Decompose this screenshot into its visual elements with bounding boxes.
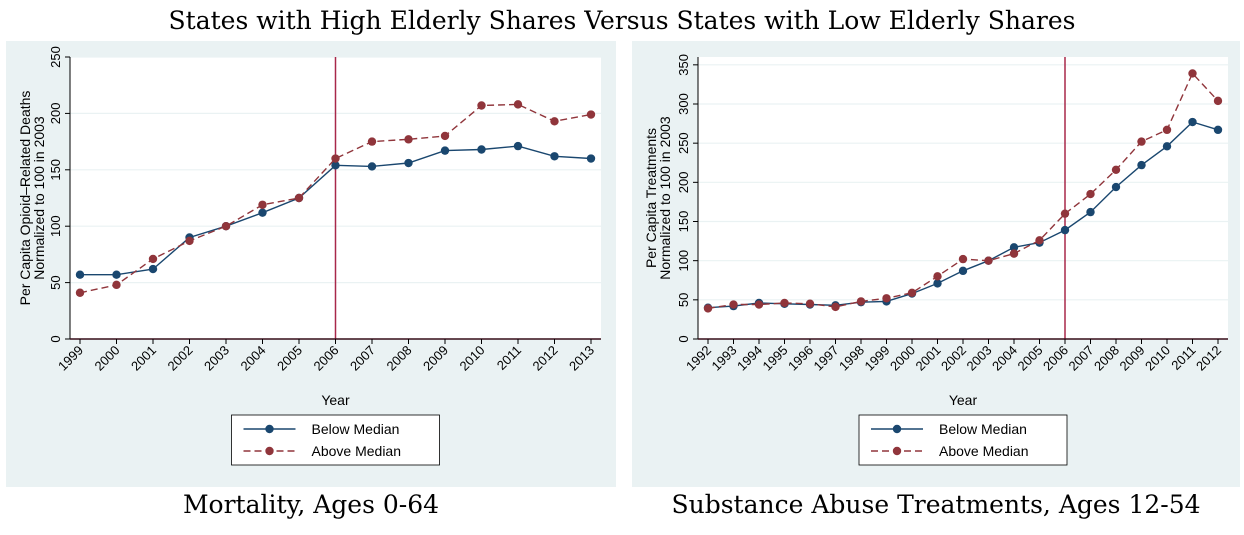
data-point-above-median [831,302,840,312]
legend-box [231,414,440,466]
data-point-below-median [440,146,450,155]
legend-marker [892,446,902,456]
data-point-above-median [1009,249,1019,258]
legend-label: Above Median [312,443,402,459]
y-tick-label: 250 [48,46,63,68]
data-point-below-median [1009,243,1019,252]
data-point-above-median [367,137,377,146]
data-point-above-median [586,110,596,119]
y-tick-label: 150 [676,211,691,233]
data-point-above-median [1213,96,1223,106]
data-point-below-median [477,145,486,154]
y-tick-label: 100 [676,250,691,272]
legend-marker [265,446,274,456]
chart-panel-treatments: 0 50 100 150 200 250 300 350 1992 1993 1994 1995 199… [632,41,1240,487]
data-point-above-median [754,300,764,309]
mortality-caption: Mortality, Ages 0-64 [182,490,440,519]
treatments-chart: 0501001502002503003501992199319941995199… [632,41,1240,487]
data-point-below-median [75,270,85,279]
data-point-above-median [148,254,158,264]
x-axis-title: Year [949,392,978,408]
y-tick-label: 100 [48,215,63,237]
data-point-below-median [1086,207,1095,217]
data-point-below-median [1060,225,1070,235]
data-point-below-median [112,270,121,279]
legend-marker [892,424,902,434]
data-point-below-median [1137,160,1146,170]
plot-area [698,57,1228,339]
data-point-above-median [780,298,789,308]
data-point-above-median [550,117,559,126]
data-point-below-median [258,208,267,217]
data-point-below-median [513,141,523,151]
data-point-below-median [1111,182,1121,192]
y-axis-title-line: Per Capita Treatments [643,128,659,268]
data-point-above-median [805,299,815,308]
data-point-above-median [440,131,450,141]
data-point-above-median [1035,236,1044,245]
y-axis-title-line: Normalized to 100 in 2003 [31,116,47,280]
y-axis-title-line: Per Capita Opioid–Related Deaths [17,91,33,306]
data-point-below-median [404,158,413,168]
data-point-above-median [729,300,738,309]
y-tick-label: 50 [676,293,691,307]
x-axis-title: Year [321,392,350,408]
data-point-above-median [1188,69,1197,78]
y-tick-label: 0 [676,335,691,342]
data-point-above-median [331,154,340,163]
data-point-above-median [1086,189,1095,199]
data-point-above-median [958,254,968,264]
y-tick-label: 300 [676,93,691,115]
data-point-above-median [984,256,993,265]
data-point-below-median [550,152,559,161]
y-tick-label: 0 [48,335,63,342]
data-point-above-median [907,288,917,297]
legend-label: Below Median [312,421,400,437]
data-point-above-median [112,280,121,290]
data-point-above-median [1060,209,1070,218]
y-axis-title-line: Normalized to 100 in 2003 [657,116,673,280]
data-point-below-median [1213,125,1223,135]
legend-marker [265,424,274,434]
data-point-below-median [148,264,158,274]
legend-label: Above Median [939,443,1029,459]
chart-panel-mortality: 0 50 100 150 200 250 1999 2000 2001 2002 2003 2004 2… [6,41,616,487]
data-point-above-median [1137,137,1146,146]
data-point-below-median [331,161,340,170]
data-point-above-median [933,272,942,281]
data-point-above-median [75,288,85,297]
data-point-below-median [1188,117,1197,127]
data-point-above-median [404,135,413,144]
y-tick-label: 200 [676,171,691,193]
data-point-above-median [1162,125,1172,135]
y-tick-label: 150 [48,159,63,181]
legend-label: Below Median [939,421,1027,437]
data-point-below-median [958,266,968,276]
y-tick-label: 350 [676,54,691,76]
data-point-above-median [882,294,891,303]
data-point-above-median [185,236,194,246]
data-point-below-median [367,162,377,171]
y-tick-label: 250 [676,132,691,154]
y-tick-label: 200 [48,103,63,125]
data-point-above-median [856,297,866,306]
figure-title: States with High Elderly Shares Versus S… [168,6,1076,35]
data-point-below-median [586,154,596,163]
y-tick-label: 50 [48,275,63,289]
data-point-above-median [1111,165,1121,174]
data-point-above-median [294,193,304,203]
legend-box [858,414,1068,466]
data-point-below-median [1162,142,1172,151]
data-point-above-median [477,101,486,110]
data-point-above-median [703,304,713,313]
treatments-caption: Substance Abuse Treatments, Ages 12-54 [671,490,1201,519]
data-point-above-median [258,200,267,209]
data-point-above-median [513,100,523,109]
data-point-above-median [221,222,231,231]
data-point-below-median [933,279,942,288]
